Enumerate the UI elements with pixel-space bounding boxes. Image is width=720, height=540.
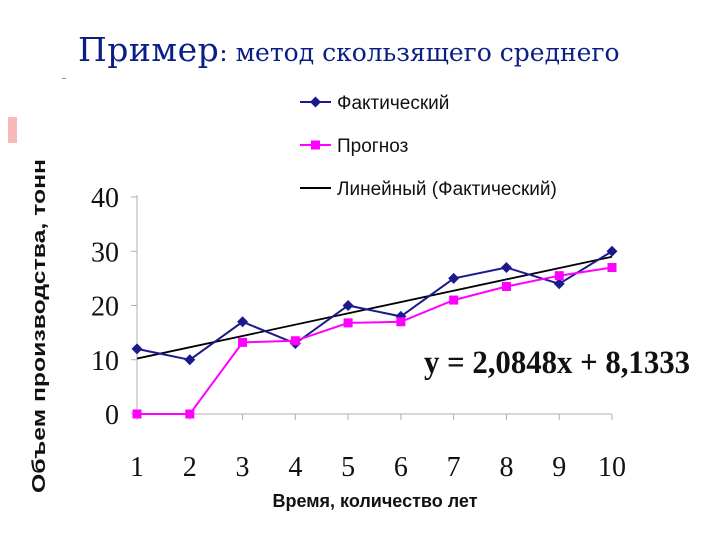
x-tick-label: 10 (598, 452, 626, 483)
y-tick-label: 20 (91, 292, 119, 323)
data-point (449, 295, 459, 305)
decorative-bar (8, 117, 17, 143)
slide-title: Пример: метод скользящего среднего (78, 30, 698, 69)
data-point (500, 262, 512, 274)
x-tick-label: 7 (447, 452, 461, 483)
data-point (554, 271, 564, 281)
data-point (396, 317, 406, 327)
data-point (448, 272, 460, 284)
data-point (238, 337, 248, 347)
data-point (607, 263, 617, 273)
x-tick-label: 2 (183, 452, 197, 483)
data-point (290, 336, 300, 346)
legend: Фактический Прогноз Линейный (Фактический) (300, 93, 557, 200)
decorative-dot (62, 78, 66, 79)
x-tick-label: 3 (236, 452, 250, 483)
series-layer (131, 245, 618, 419)
series-line-2 (137, 266, 613, 415)
series-line-1 (136, 250, 613, 361)
y-tick-label: 30 (91, 237, 119, 268)
x-tick-label: 4 (288, 452, 302, 483)
y-tick-label: 10 (91, 346, 119, 377)
trend-line (136, 255, 613, 360)
y-axis-title: Объем производства, тонн (29, 159, 49, 493)
data-point (342, 300, 354, 311)
legend-label: Прогноз (337, 136, 408, 157)
x-tick-labels: 1 2 3 4 5 6 7 8 9 10 (130, 452, 626, 483)
legend-marker (311, 140, 320, 150)
y-tick-label: 0 (105, 400, 119, 431)
data-point (553, 278, 565, 290)
y-tick-labels: 0 10 20 30 40 (91, 183, 119, 431)
legend-label: Фактический (337, 93, 449, 114)
x-tick-label: 9 (552, 452, 566, 483)
legend-marker (310, 96, 321, 108)
x-tick-label: 1 (130, 452, 144, 483)
trend-layer (136, 255, 613, 360)
legend-label: Линейный (Фактический) (337, 179, 557, 200)
title-rest: : метод скользящего среднего (219, 38, 620, 67)
data-point (184, 354, 196, 366)
y-tick-label: 40 (91, 183, 119, 214)
data-point (343, 318, 353, 328)
x-tick-label: 8 (499, 452, 513, 483)
title-main: Пример (78, 30, 220, 69)
data-point (131, 343, 143, 355)
trend-equation: y = 2,0848x + 8,1333 (424, 345, 690, 381)
data-point (132, 409, 142, 419)
data-point (237, 316, 249, 328)
x-tick-label: 5 (341, 452, 355, 483)
data-point (606, 245, 618, 257)
x-axis-title: Время, количество лет (272, 491, 477, 511)
data-point (185, 409, 195, 419)
data-point (501, 282, 511, 292)
x-tick-label: 6 (394, 452, 408, 483)
